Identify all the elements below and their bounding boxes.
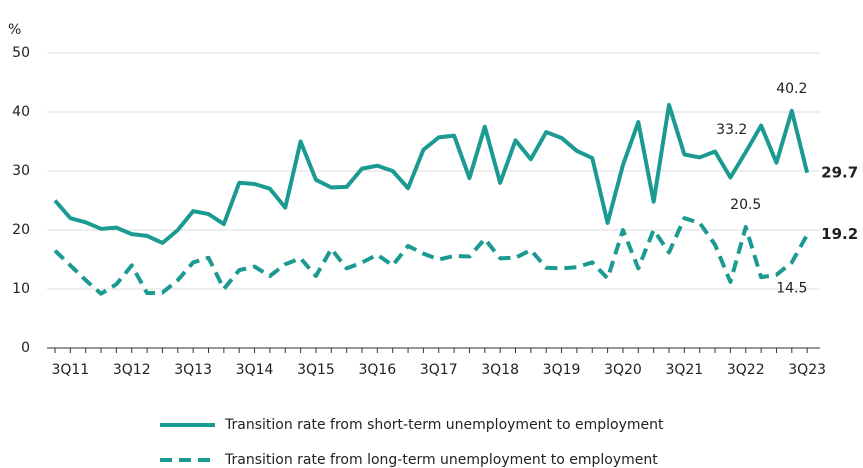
x-tick-label: 3Q13 — [174, 362, 212, 378]
x-tick-label: 3Q17 — [420, 362, 458, 378]
x-tick-label: 3Q22 — [727, 362, 765, 378]
series-line — [53, 102, 810, 245]
data-label: 14.5 — [776, 280, 807, 296]
x-tick-label: 3Q11 — [51, 362, 89, 378]
y-axis-label: % — [8, 22, 21, 38]
x-tick-label: 3Q19 — [543, 362, 581, 378]
y-tick-label: 20 — [12, 222, 30, 238]
y-tick-label: 50 — [12, 45, 30, 61]
legend-label: Transition rate from long-term unemploym… — [224, 452, 658, 468]
x-tick-label: 3Q15 — [297, 362, 335, 378]
data-label: 20.5 — [730, 197, 761, 213]
x-tick-label: 3Q14 — [236, 362, 274, 378]
data-label: 40.2 — [776, 81, 807, 97]
data-label: 29.7 — [821, 163, 858, 181]
series-line — [53, 216, 809, 296]
y-tick-label: 0 — [21, 340, 30, 356]
y-tick-label: 10 — [12, 281, 30, 297]
data-label: 19.2 — [821, 225, 858, 243]
x-tick-label: 3Q23 — [788, 362, 826, 378]
x-tick-label: 3Q12 — [113, 362, 151, 378]
legend-label: Transition rate from short-term unemploy… — [224, 417, 664, 433]
x-tick-label: 3Q18 — [481, 362, 519, 378]
y-tick-label: 40 — [12, 104, 30, 120]
x-tick-label: 3Q20 — [604, 362, 642, 378]
x-tick-label: 3Q21 — [665, 362, 703, 378]
x-tick-label: 3Q16 — [358, 362, 396, 378]
y-tick-label: 30 — [12, 163, 30, 179]
data-label: 33.2 — [716, 122, 747, 138]
